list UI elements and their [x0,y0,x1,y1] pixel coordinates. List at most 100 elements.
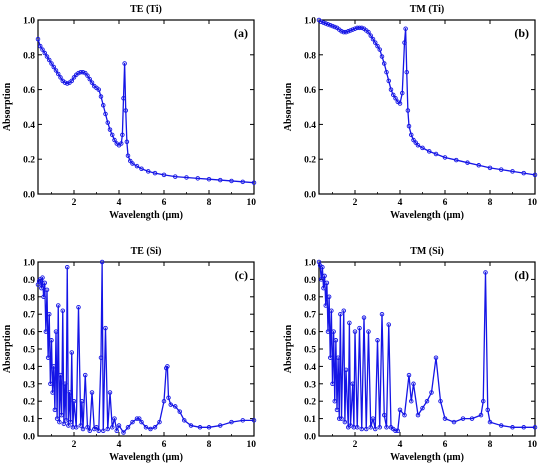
data-point [370,416,376,421]
data-point [334,407,340,413]
data-point [130,419,135,425]
data-point [409,398,414,404]
data-point [325,329,331,334]
y-tick-label: 0.6 [23,328,35,338]
data-point [96,428,101,434]
data-point [161,398,167,404]
data-point [67,390,72,395]
data-point [438,398,443,404]
x-tick-label: 2 [353,440,358,450]
data-point [134,163,140,169]
data-point [58,372,63,378]
data-point [487,419,493,425]
data-point [338,311,343,317]
data-point [105,120,110,125]
chart-title: TM (Si) [410,246,444,257]
y-tick-label: 0.2 [304,398,316,408]
data-point [326,294,332,300]
data-point [465,160,470,165]
data-point [62,80,68,85]
y-tick-label: 0.2 [23,156,35,166]
data-point [76,304,81,310]
panel-te-si: TE (Si) 2 4 6 8 10 0.0 0.1 0.2 0.3 0.4 0.5 0.6 0.7 0.8… [2,246,256,463]
y-tick-label: 0.0 [304,191,316,201]
data-point [124,139,130,145]
data-point [112,137,117,143]
data-point [53,329,59,334]
data-point [87,76,92,82]
x-tick-label: 6 [162,440,167,450]
data-point [406,123,412,129]
data-point [139,166,144,172]
data-point [51,364,57,369]
data-point [532,425,538,430]
chart-title: TM (Ti) [410,4,445,15]
data-point [107,127,113,132]
data-point [136,416,142,421]
data-point [335,355,341,360]
data-point [48,381,53,387]
data-point [69,78,74,84]
data-point [50,390,55,395]
data-point [143,425,149,430]
data-point [98,355,104,360]
data-point [357,25,362,31]
panel-tm-si: TM (Si) 2 4 6 8 10 0.0 0.1 0.2 0.3 0.4 0.5 0.6 0.7 0.8… [283,246,538,463]
data-point [483,270,488,275]
y-tick-label: 0.1 [23,415,35,425]
x-axis-label: Wavelength (µm) [390,210,464,221]
data-point [168,402,173,407]
data-point [386,78,392,84]
data-point [429,390,434,395]
data-point [403,26,408,31]
data-point [379,54,385,59]
data-point [347,320,352,326]
data-point [121,430,126,435]
data-point [427,149,432,154]
data-point [481,398,486,404]
data-point [328,22,333,28]
data-point [377,47,383,52]
data-point [415,143,421,148]
x-tick-label: 2 [72,440,77,450]
data-point [476,163,482,168]
data-point [240,179,245,185]
y-tick-label: 0.4 [304,121,316,131]
data-point [152,170,158,176]
data-point [368,33,374,38]
data-point [320,264,325,270]
data-point [120,132,125,138]
data-point [69,350,74,355]
data-point [98,94,104,99]
data-point [375,43,380,49]
panel-te-ti: TE (Ti) 2 4 6 8 10 0.0 0.2 0.4 0.6 0.8 1.0 Wavelengt… [2,4,256,221]
data-point [332,398,338,404]
data-point [51,64,57,70]
data-point [521,170,527,176]
x-tick-label: 6 [443,198,448,208]
data-point [166,395,171,400]
data-point [177,409,182,414]
data-point [89,80,95,85]
data-point [370,36,376,42]
data-point [188,423,194,428]
chart-title: TE (Ti) [130,4,162,15]
data-point [100,103,106,108]
x-tick-label: 8 [488,440,493,450]
data-point [485,407,491,413]
series-line [37,38,255,184]
data-point [359,25,365,31]
y-tick-label: 0.3 [23,380,35,390]
y-tick-label: 0.7 [23,311,35,321]
x-tick-label: 10 [528,440,538,450]
data-point [332,24,338,30]
data-point [415,412,421,418]
data-point [337,416,342,421]
data-point [339,416,344,421]
data-point [409,132,414,138]
data-point [49,338,54,343]
data-point [85,425,90,430]
data-point [400,90,405,96]
data-point [148,426,153,432]
data-point [433,355,439,360]
